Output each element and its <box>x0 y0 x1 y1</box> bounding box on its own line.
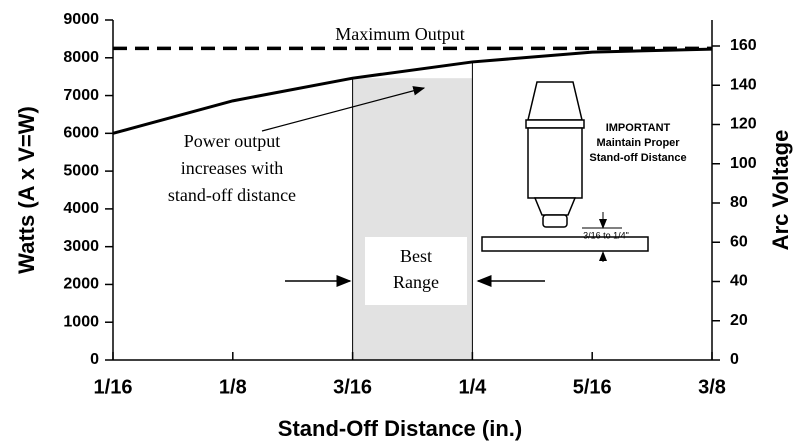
note: Maintain Proper <box>596 137 680 149</box>
annotation: stand-off distance <box>168 185 296 205</box>
y2-tick-label: 20 <box>730 312 748 329</box>
reference-label: Maximum Output <box>335 24 465 44</box>
annotation: increases with <box>181 158 283 178</box>
y2-tick-label: 80 <box>730 194 748 211</box>
y-tick-label: 8000 <box>63 49 99 66</box>
y2-tick-label: 40 <box>730 273 748 290</box>
x-tick-label: 3/8 <box>698 376 726 398</box>
y-tick-label: 6000 <box>63 125 99 142</box>
y2-tick-label: 60 <box>730 233 748 250</box>
y2-tick-label: 100 <box>730 155 757 172</box>
y-tick-label: 2000 <box>63 276 99 293</box>
y-tick-label: 9000 <box>63 11 99 28</box>
y-tick-label: 1000 <box>63 313 99 330</box>
note: Stand-off Distance <box>589 152 686 164</box>
y-tick-label: 0 <box>90 351 99 368</box>
y-axis-title: Watts (A x V=W) <box>14 106 39 274</box>
y-tick-label: 4000 <box>63 200 99 217</box>
y2-tick-label: 140 <box>730 76 757 93</box>
shaded-range <box>352 78 473 360</box>
y-tick-label: 5000 <box>63 162 99 179</box>
arrow <box>261 86 426 132</box>
annotation: Range <box>393 272 439 292</box>
annotation: Power output <box>184 131 281 151</box>
y2-tick-label: 120 <box>730 116 757 133</box>
label-box <box>365 237 467 305</box>
gap-label: 3/16 to 1/4" <box>583 230 629 240</box>
annotation: Best <box>400 246 432 266</box>
line <box>112 47 713 135</box>
x-tick-label: 1/16 <box>94 376 133 398</box>
y-tick-label: 3000 <box>63 238 99 255</box>
nozzle-illustration <box>481 81 649 262</box>
x-tick-label: 3/16 <box>333 376 372 398</box>
x-tick-label: 5/16 <box>573 376 612 398</box>
y-tick-label: 7000 <box>63 87 99 104</box>
x-tick-label: 1/8 <box>219 376 247 398</box>
note: IMPORTANT <box>606 122 671 134</box>
y2-axis-title: Arc Voltage <box>768 130 793 251</box>
x-axis-title: Stand-Off Distance (in.) <box>278 416 522 441</box>
y2-tick-label: 0 <box>730 351 739 368</box>
y2-tick-label: 160 <box>730 37 757 54</box>
x-tick-label: 1/4 <box>458 376 487 398</box>
